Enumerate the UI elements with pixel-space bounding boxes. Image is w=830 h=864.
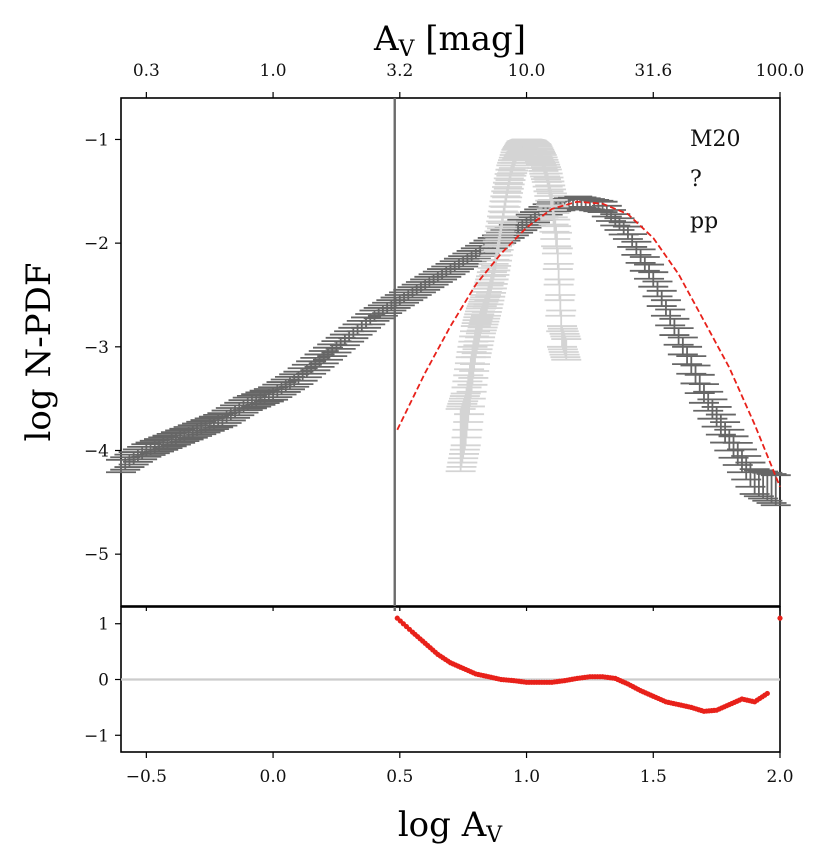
- top-tick-label-1: 1.0: [260, 61, 287, 81]
- x-tick-label-2: 0.5: [386, 767, 413, 787]
- axes: −0.5 0.0 0.5 1.0 1.5 2.0 0.3 1.0 3.2 10.0 31.6 100.…: [84, 61, 804, 787]
- upper-y-tick-label-3: −4: [84, 441, 109, 461]
- series-2-line: [396, 200, 781, 488]
- annotation-line-2: ?: [690, 167, 702, 192]
- residual-point-29-0: [764, 690, 770, 697]
- upper-y-tick-label-0: −1: [84, 130, 109, 150]
- upper-panel-frame: [120, 97, 781, 607]
- annotation-line-3: pp: [690, 209, 718, 234]
- lower-y-tick-label-2: −1: [84, 726, 109, 746]
- lower-plot-area: [121, 607, 783, 714]
- x-tick-label-5: 2.0: [766, 767, 793, 787]
- upper-panel: M20 ? pp log N-PDF: [19, 97, 791, 607]
- top-tick-label-3: 10.0: [508, 61, 546, 81]
- upper-y-tick-label-4: −5: [84, 545, 109, 565]
- lower-y-tick-label-0: 1: [98, 615, 109, 635]
- top-tick-label-5: 100.0: [756, 61, 805, 81]
- top-tick-label-0: 0.3: [133, 61, 160, 81]
- lower-panel: [120, 606, 783, 753]
- x-tick-label-4: 1.5: [640, 767, 667, 787]
- top-axis-title-main: A: [373, 19, 399, 59]
- top-axis-title-suffix: [mag]: [414, 19, 526, 59]
- x-tick-label-3: 1.0: [513, 767, 540, 787]
- top-tick-label-4: 31.6: [634, 61, 672, 81]
- lower-y-tick-label-1: 0: [98, 671, 109, 691]
- upper-y-tick-label-1: −2: [84, 234, 109, 254]
- annotation-line-1: M20: [690, 127, 741, 152]
- x-tick-label-0: −0.5: [126, 767, 167, 787]
- upper-y-tick-label-2: −3: [84, 338, 109, 358]
- upper-y-axis-title: log N-PDF: [19, 263, 59, 442]
- x-axis-title: log AV: [398, 805, 503, 848]
- upper-plot-area: [106, 98, 791, 606]
- x-axis-title-main: log A: [398, 805, 487, 845]
- x-tick-label-1: 0.0: [260, 767, 287, 787]
- x-axis-title-sub: V: [485, 823, 503, 848]
- top-tick-label-2: 3.2: [386, 61, 413, 81]
- residual-point-last: [777, 615, 783, 621]
- top-axis-title: AV [mag]: [373, 19, 526, 62]
- top-axis-title-sub: V: [398, 37, 416, 62]
